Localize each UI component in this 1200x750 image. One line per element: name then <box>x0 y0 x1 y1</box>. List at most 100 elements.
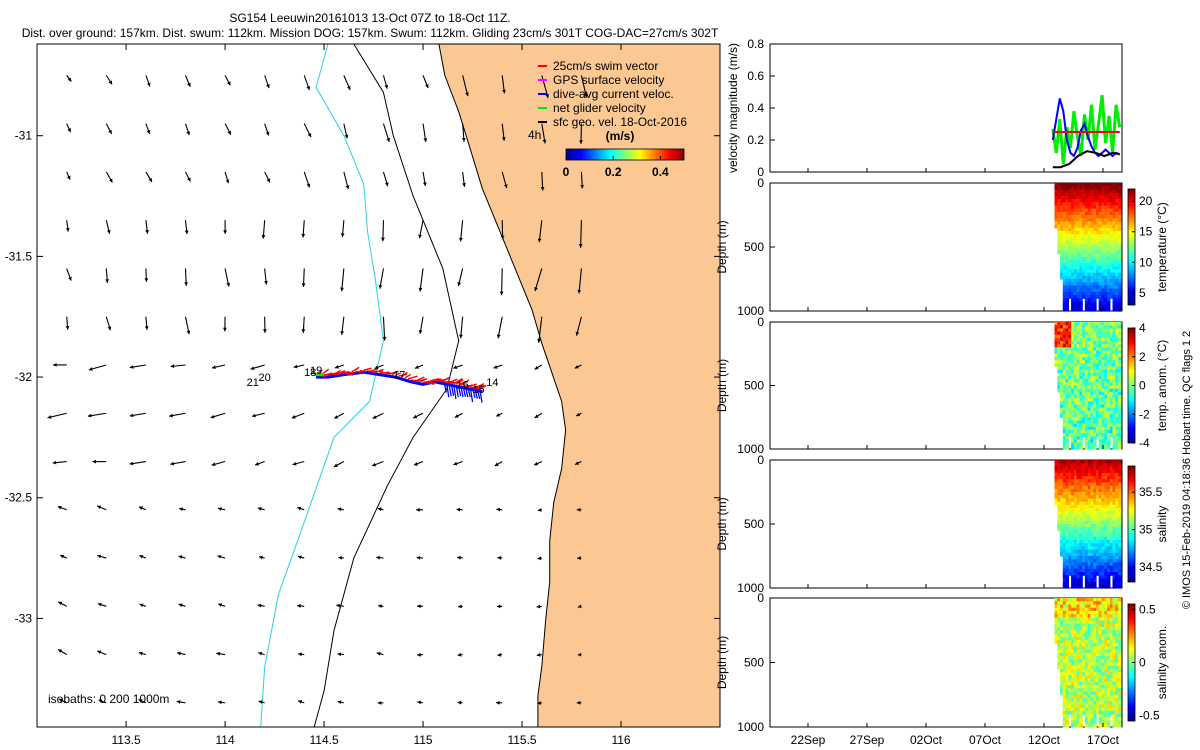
section-cell <box>1082 398 1086 402</box>
section-cell <box>1087 442 1092 447</box>
section-cell <box>1071 183 1075 187</box>
section-cell <box>1090 552 1094 557</box>
section-cell <box>1071 604 1075 609</box>
section-cell <box>1107 259 1111 264</box>
section-cell <box>1090 279 1094 283</box>
section-cell <box>1118 266 1122 270</box>
section-cell <box>1076 630 1080 635</box>
section-cell <box>1101 269 1105 274</box>
section-cell <box>1115 479 1119 483</box>
section-cell <box>1076 546 1080 551</box>
section-cell <box>1101 189 1105 194</box>
section-cell <box>1084 488 1089 493</box>
section-cell <box>1107 488 1111 493</box>
section-cell <box>1062 369 1067 374</box>
section-cell <box>1109 279 1114 283</box>
section-cell <box>1084 227 1089 232</box>
section-cell <box>1118 282 1122 286</box>
section-cell <box>1101 559 1105 563</box>
section-cell <box>1115 250 1119 254</box>
section-cell <box>1118 643 1122 647</box>
section-cell <box>1109 334 1114 339</box>
section-cell <box>1073 514 1078 519</box>
dive-avg-current-vector <box>467 388 471 398</box>
section-cell <box>1096 215 1100 219</box>
section-cell <box>1104 376 1108 380</box>
section-cell <box>1107 202 1111 206</box>
section-cell <box>1068 495 1072 499</box>
section-cell <box>1101 720 1105 725</box>
geo-velocity-arrow <box>418 316 424 334</box>
section-cell <box>1062 601 1067 605</box>
section-cell <box>1107 426 1111 431</box>
dive-avg-current-vector <box>460 387 464 398</box>
section-cell <box>1084 215 1089 219</box>
section-cell <box>1054 630 1058 635</box>
section-cell <box>1098 662 1103 667</box>
section-cell <box>1107 404 1111 409</box>
section-cell <box>1062 376 1067 380</box>
section-cell <box>1065 350 1069 355</box>
section-cell <box>1082 472 1086 477</box>
section-cell <box>1118 208 1122 213</box>
section-cell <box>1118 498 1122 503</box>
section-cell <box>1109 514 1114 519</box>
section-cell <box>1079 356 1083 361</box>
section-cell <box>1068 643 1072 647</box>
section-cell <box>1093 417 1097 422</box>
section-cell <box>1107 322 1111 326</box>
section-cell <box>1060 463 1064 467</box>
section-cell <box>1115 224 1119 229</box>
section-cell <box>1093 423 1097 428</box>
section-cell <box>1073 488 1078 493</box>
day-label: 19 <box>310 365 322 377</box>
section-cell <box>1109 208 1114 213</box>
section-cell <box>1057 665 1061 670</box>
section-cell <box>1112 488 1116 493</box>
section-cell <box>1073 250 1078 254</box>
section-cell <box>1082 341 1086 345</box>
section-cell <box>1118 269 1122 274</box>
section-cell <box>1096 263 1100 267</box>
section-cell <box>1079 463 1083 467</box>
depth-axis-label: Depth (m) <box>715 220 729 273</box>
section-cell <box>1062 344 1067 348</box>
section-cell <box>1057 485 1061 490</box>
section-cell <box>1104 414 1108 418</box>
section-cell <box>1096 492 1100 496</box>
section-cell <box>1060 195 1064 200</box>
section-cell <box>1057 617 1061 622</box>
section-cell <box>1107 501 1111 506</box>
section-cell <box>1109 417 1114 422</box>
section-cell <box>1054 482 1058 487</box>
section-cell <box>1057 498 1061 503</box>
section-cell <box>1104 404 1108 409</box>
time-tick-label: 27Sep <box>850 733 885 747</box>
section-cell <box>1065 237 1069 242</box>
section-cell <box>1118 291 1122 296</box>
depth-tick-label: 0 <box>757 176 764 190</box>
section-cell <box>1093 562 1097 567</box>
section-cell <box>1084 388 1089 393</box>
section-cell <box>1107 445 1111 450</box>
section-cell <box>1087 460 1092 464</box>
section-cell <box>1062 694 1067 699</box>
section-cell <box>1109 414 1114 418</box>
section-cell <box>1073 282 1078 286</box>
geo-velocity-arrow <box>96 505 107 511</box>
section-cell <box>1112 504 1116 509</box>
section-cell <box>1118 360 1122 364</box>
section-cell <box>1093 662 1097 667</box>
section-cell <box>1087 395 1092 399</box>
section-cell <box>1079 436 1083 441</box>
section-cell <box>1107 698 1111 702</box>
section-cell <box>1087 253 1092 258</box>
section-cell <box>1096 331 1100 336</box>
section-data <box>1054 322 1122 450</box>
section-cell <box>1112 604 1116 609</box>
geo-velocity-arrow <box>263 316 267 333</box>
section-cell <box>1109 398 1114 402</box>
section-cell <box>1093 331 1097 336</box>
section-cell <box>1098 691 1103 696</box>
section-cell <box>1104 694 1108 699</box>
